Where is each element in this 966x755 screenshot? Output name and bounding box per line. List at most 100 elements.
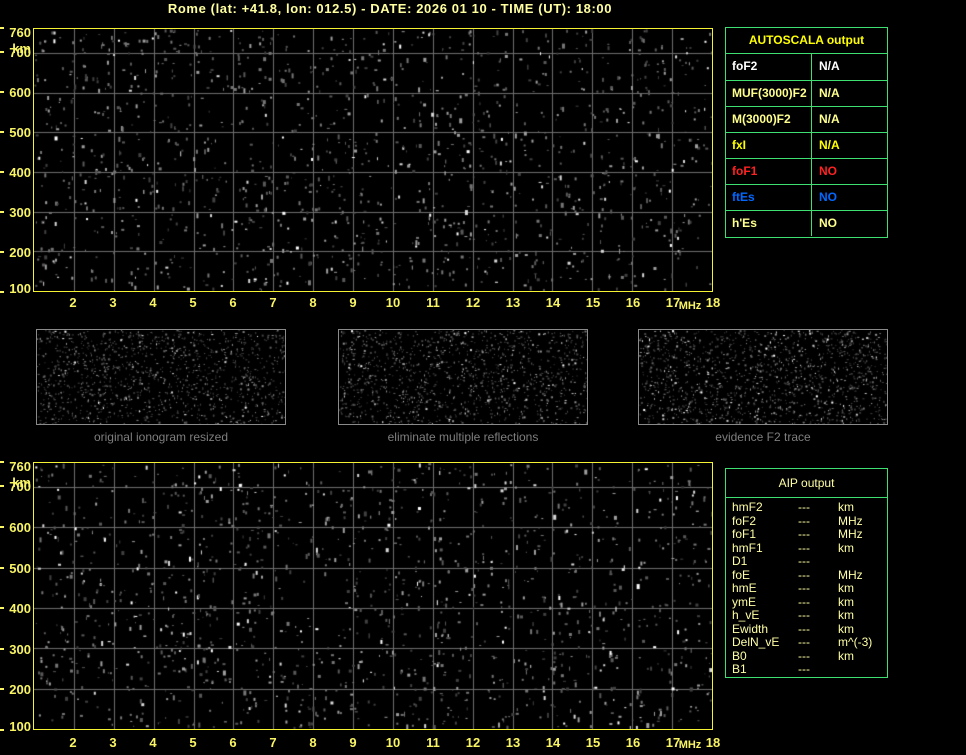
aip-row-d1: D1 --- [726,554,887,569]
page-title: Rome (lat: +41.8, lon: 012.5) - DATE: 20… [167,1,613,16]
autoscala-table-title: AUTOSCALA output [726,28,887,54]
autoscala-row-h-es: h'Es NO [726,210,887,236]
aip-row-ewidth: Ewidth --- km [726,621,887,637]
aip-param-unit: MHz [838,567,863,582]
y-axis-tick-label: 200 [9,245,31,260]
x-axis-tick-label: 12 [465,295,481,310]
thumbnail-caption-f2trace: evidence F2 trace [715,430,811,444]
aip-param-label: B0 [732,648,747,663]
aip-param-label: hmF2 [732,500,763,514]
autoscala-param-label: fxI [732,138,747,152]
autoscala-row-fof1: foF1 NO [726,158,887,184]
x-axis-tick-label: 15 [585,735,601,750]
aip-row-hmf1: hmF1 --- km [726,540,887,556]
y-axis-tick-label: 400 [9,165,31,180]
x-axis-tick-label: 13 [505,295,521,310]
x-axis-tick-label: 17 [665,295,681,310]
aip-table-rows: hmF2 --- km foF2 --- MHz foF1 --- MHz hmF1 --- km D1… [726,498,887,677]
autoscala-param-value: N/A [811,133,887,158]
y-axis-tick-dash [0,647,4,650]
aip-param-unit: km [838,608,854,622]
aip-param-value: --- [798,608,810,622]
x-axis-tick-label: 16 [625,295,641,310]
aip-param-label: hmF1 [732,540,763,555]
y-axis-tick-label: 400 [9,601,31,617]
autoscala-param-label: h'Es [732,216,757,230]
aip-row-deln-ve: DelN_vE --- m^(-3) [726,635,887,650]
x-axis-tick-label: 9 [349,735,357,750]
autoscala-param-label: MUF(3000)F2 [732,86,807,100]
thumbnail-evidence-f2-trace [638,329,888,425]
aip-param-unit: km [838,621,854,636]
aip-row-b1: B1 --- [726,662,887,677]
thumbnail-canvas-reflections [339,330,587,424]
aip-param-unit: MHz [838,527,863,541]
aip-row-h-ve: h_vE --- km [726,608,887,623]
y-axis-tick-label: 100 [9,281,31,296]
aip-param-unit: km [838,581,854,595]
aip-param-value: --- [798,513,810,528]
y-axis-tick-dash [0,171,4,173]
y-axis-tick-dash [0,525,4,528]
aip-param-value: --- [798,527,810,541]
thumbnail-caption-reflections: eliminate multiple reflections [387,430,539,444]
x-axis-tick-label: 14 [545,295,561,310]
aip-row-b0: B0 --- km [726,648,887,664]
autoscala-output-table: AUTOSCALA output foF2 N/A MUF(3000)F2 N/A M(… [725,27,888,238]
y-axis-tick-label: 300 [9,641,31,657]
x-axis-tick-label: 13 [505,735,521,750]
x-axis-tick-label: 6 [229,735,237,750]
autoscala-param-label: ftEs [732,190,755,204]
thumbnail-eliminate-reflections [338,329,588,425]
aip-param-value: --- [798,540,810,555]
y-axis-tick-dash [0,211,4,213]
aip-param-label: Ewidth [732,621,769,636]
y-axis-tick-label: 500 [9,125,31,140]
aip-param-label: foF2 [732,513,757,528]
y-axis-tick-label: 200 [9,682,31,698]
x-axis-tick-label: 7 [269,735,277,750]
x-axis-tick-label: 9 [349,295,357,310]
aip-row-fof2: foF2 --- MHz [726,513,887,529]
aip-table-title: AIP output [726,469,887,498]
x-axis-unit-label: MHz [678,300,702,312]
x-axis-tick-label: 10 [385,295,401,310]
aip-row-foe: foE --- MHz [726,567,887,583]
aip-row-hmf2: hmF2 --- km [726,500,887,515]
y-axis-tick-dash [0,729,4,731]
autoscala-row-muf-3000-f2: MUF(3000)F2 N/A [726,80,887,106]
x-axis-tick-label: 3 [109,735,117,750]
y-axis-tick-dash [0,688,4,691]
aip-param-value: --- [798,621,810,636]
aip-param-value: --- [798,594,810,609]
y-axis-tick-dash [0,27,4,29]
aip-param-value: --- [798,567,810,582]
aip-param-label: ymE [732,594,756,609]
aip-param-label: foE [732,567,751,582]
x-axis-tick-label: 5 [189,295,197,310]
aip-param-unit [838,663,887,677]
autoscala-param-value: N/A [811,81,887,106]
aip-param-label: DelN_vE [732,635,780,649]
x-axis-tick-label: 7 [269,295,277,310]
aip-param-label: foF1 [732,527,757,541]
y-axis-tick-label: 700 [9,45,31,60]
aip-param-value: --- [798,554,810,568]
x-axis-tick-label: 11 [426,735,440,750]
aip-output-table: AIP output hmF2 --- km foF2 --- MHz foF1 --- MHz… [725,468,888,678]
x-axis-tick-label: 10 [385,735,401,750]
y-axis-tick-label: 760 [9,459,31,474]
ionogram-plot-top [33,28,713,292]
y-axis-tick-dash [0,51,4,53]
y-axis-tick-label: 100 [9,719,31,734]
x-axis-tick-label: 16 [625,735,641,750]
x-axis-tick-label: 15 [585,295,601,310]
y-axis-unit-label: km [12,475,31,490]
x-axis-tick-label: 11 [426,295,440,310]
aip-param-value: --- [798,648,810,663]
x-axis-tick-label: 17 [665,735,681,750]
thumbnail-original-ionogram [36,329,286,425]
aip-param-unit: m^(-3) [838,635,873,649]
aip-row-yme: ymE --- km [726,594,887,610]
